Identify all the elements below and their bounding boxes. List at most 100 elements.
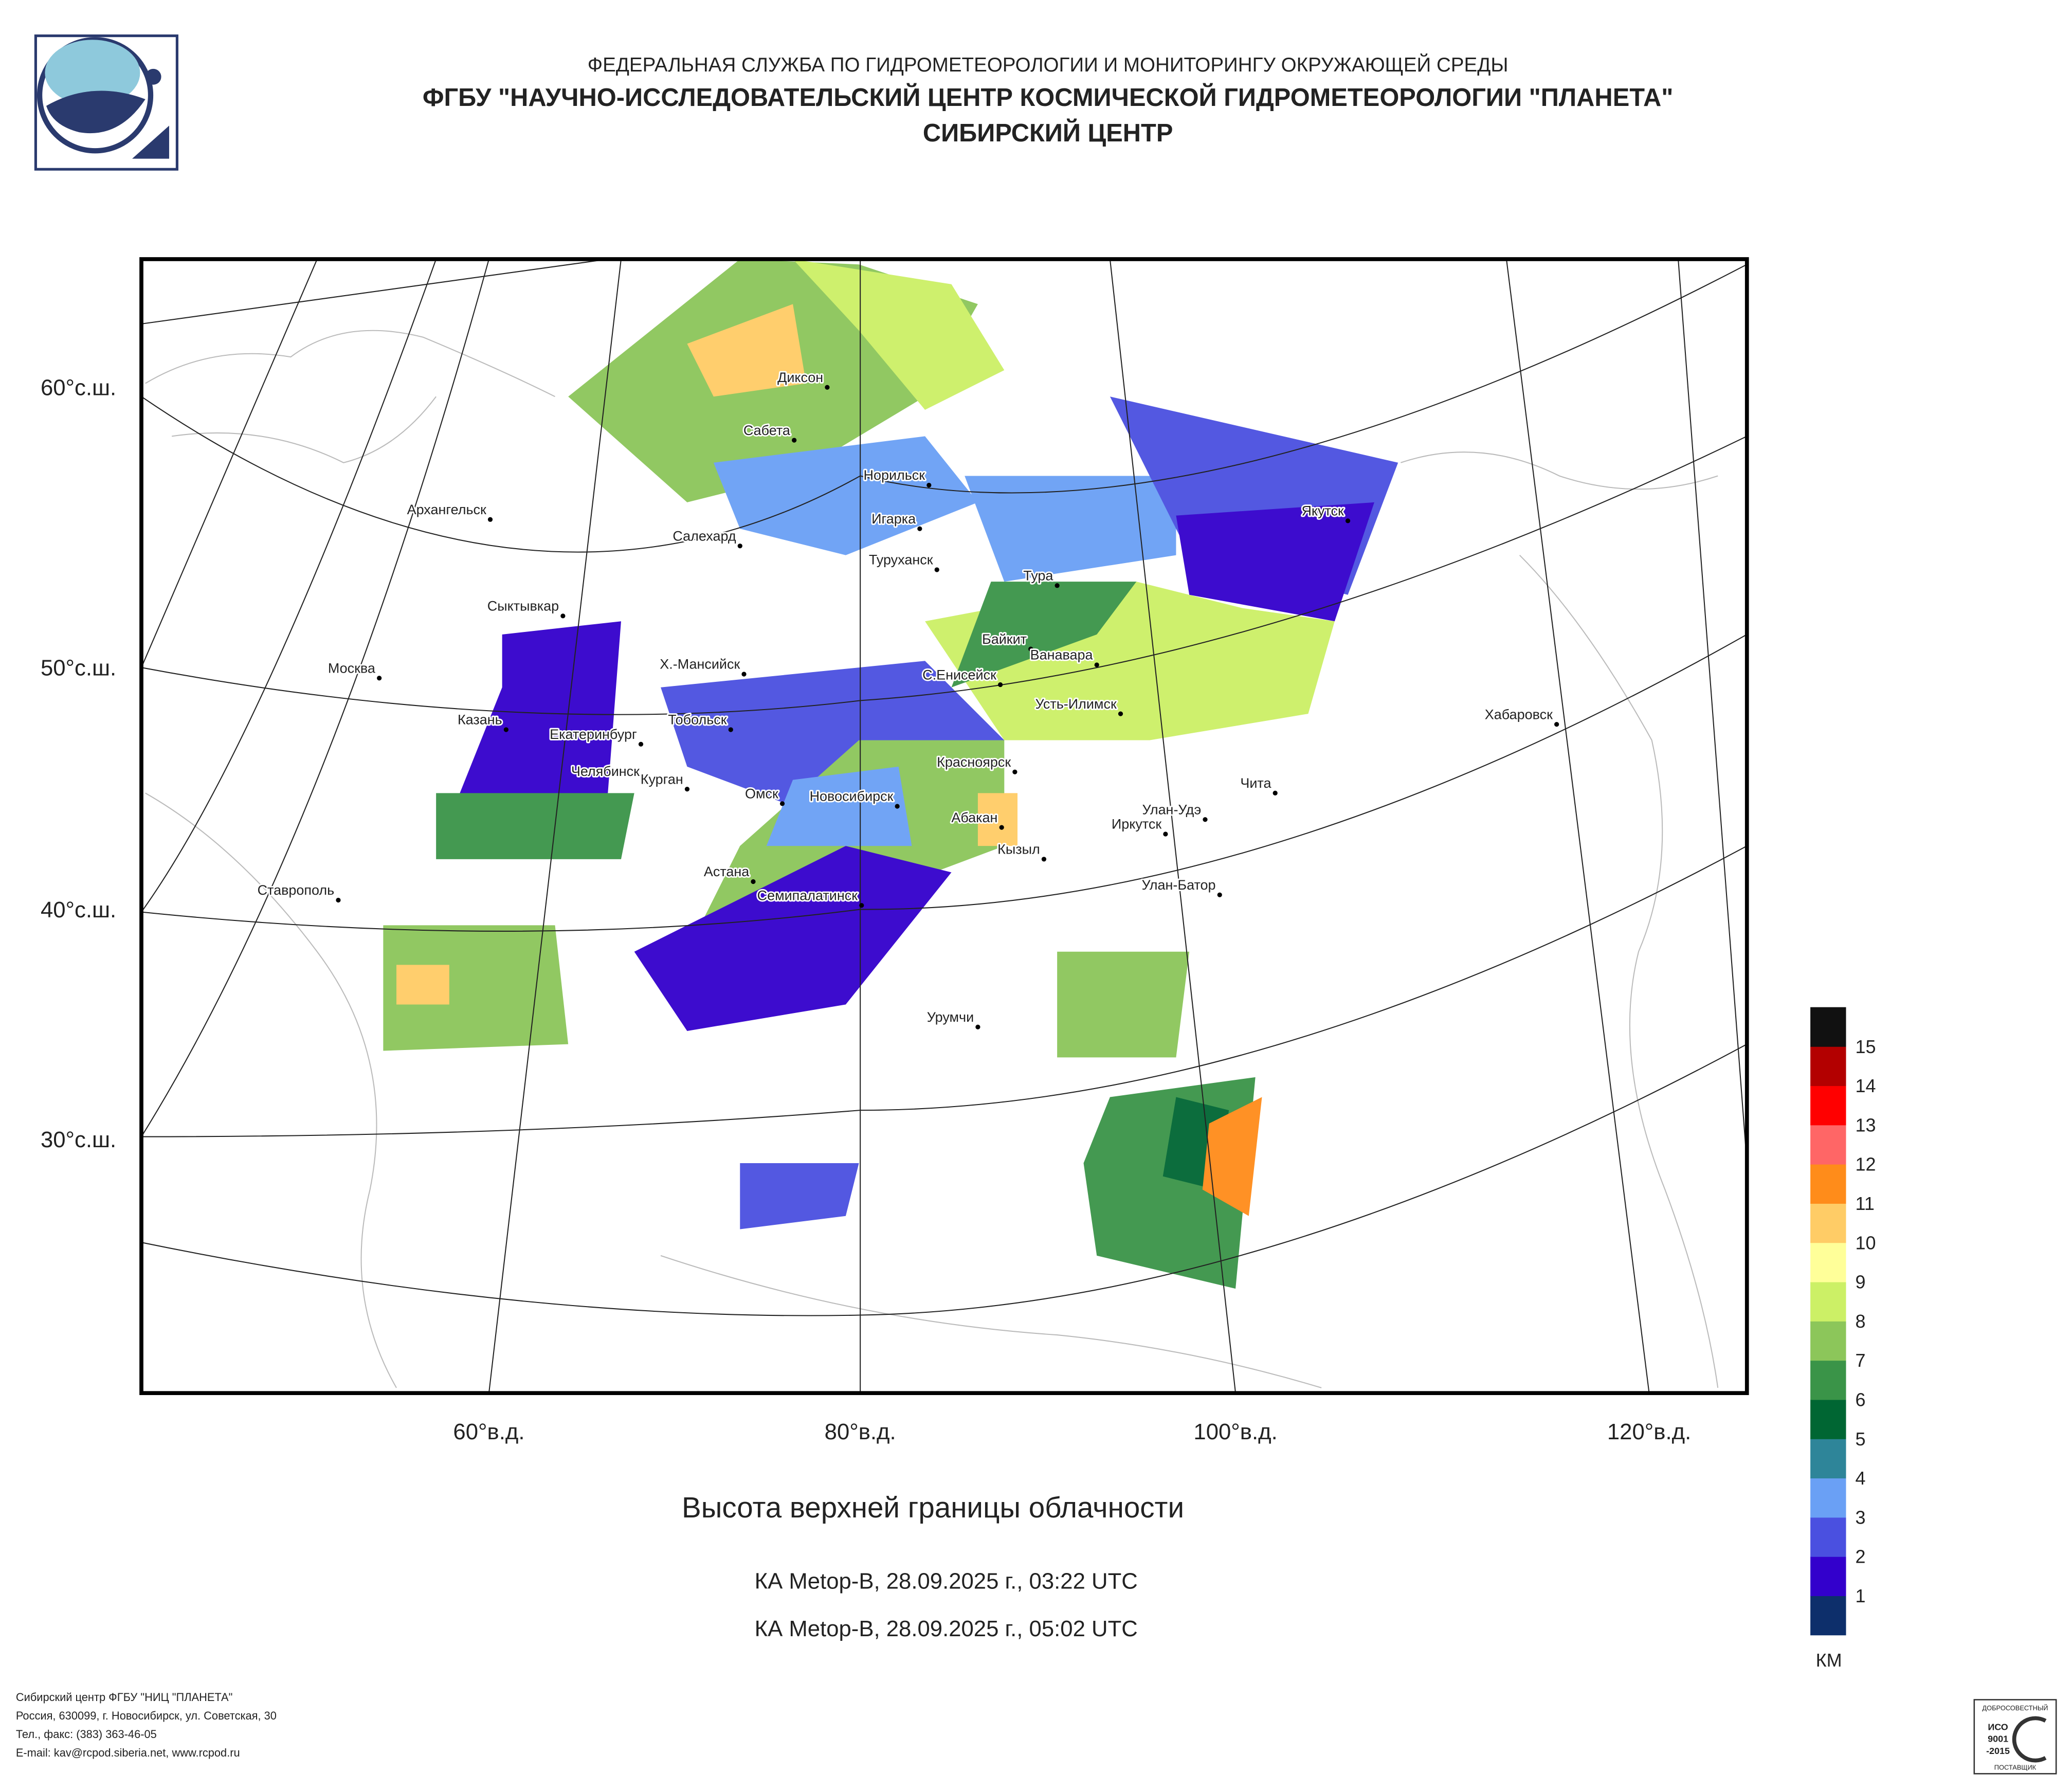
city-label: Семипалатинск bbox=[757, 888, 858, 903]
level-label: 2 bbox=[1855, 1546, 1865, 1567]
footer-line: Сибирский центр ФГБУ "НИЦ "ПЛАНЕТА" bbox=[16, 1691, 233, 1704]
map-frame bbox=[139, 257, 1749, 1396]
city-label: Диксон bbox=[777, 370, 823, 385]
lat-label: 40°с.ш. bbox=[41, 897, 116, 922]
city-label: Х.-Мансийск bbox=[660, 657, 740, 672]
lat-label: 30°с.ш. bbox=[41, 1127, 116, 1152]
city-label: Сыктывкар bbox=[487, 599, 559, 614]
footer: Сибирский центр ФГБУ "НИЦ "ПЛАНЕТА" Росс… bbox=[16, 1691, 277, 1759]
city-label: Якутск bbox=[1301, 503, 1344, 519]
color-swatch bbox=[1810, 1596, 1846, 1636]
color-swatch bbox=[1810, 1046, 1846, 1087]
city-label: Тура bbox=[1023, 568, 1053, 584]
city-dot bbox=[1041, 857, 1047, 862]
city-label: Абакан bbox=[951, 810, 997, 825]
cert-year: -2015 bbox=[1986, 1746, 2010, 1756]
city-dot bbox=[377, 676, 382, 681]
color-swatch bbox=[1810, 1086, 1846, 1126]
lon-label: 100°в.д. bbox=[1193, 1419, 1277, 1444]
graticule bbox=[141, 259, 1747, 1394]
city-dot bbox=[741, 672, 747, 677]
lon-label: 60°в.д. bbox=[453, 1419, 524, 1444]
color-swatch bbox=[1810, 1517, 1846, 1557]
city-dot bbox=[779, 801, 785, 806]
cloud-imagery bbox=[383, 259, 1398, 1289]
level-label: 7 bbox=[1855, 1350, 1865, 1371]
axis-labels: 60°с.ш. 50°с.ш. 40°с.ш. 30°с.ш. 60°в.д. 80°в.… bbox=[41, 375, 1691, 1444]
color-swatch bbox=[1810, 1321, 1846, 1361]
footer-line: Россия, 630099, г. Новосибирск, ул. Сове… bbox=[16, 1709, 277, 1722]
city-label: Ставрополь bbox=[258, 882, 335, 898]
level-label: 10 bbox=[1855, 1232, 1876, 1253]
city-dot bbox=[975, 1024, 980, 1029]
footer-line: E-mail: kav@rcpod.siberia.net, www.rcpod… bbox=[16, 1746, 240, 1759]
city-dot bbox=[917, 526, 922, 531]
certificate: ДОБРОСОВЕСТНЫЙ ИСО 9001 -2015 ПОСТАВЩИК bbox=[1973, 1699, 2057, 1775]
city-dot bbox=[1118, 711, 1123, 716]
color-swatch bbox=[1810, 1242, 1846, 1282]
city-label: Новосибирск bbox=[810, 789, 894, 804]
level-label: 13 bbox=[1855, 1114, 1876, 1135]
lon-label: 80°в.д. bbox=[825, 1419, 896, 1444]
city-dot bbox=[1345, 518, 1351, 523]
city-dot bbox=[1012, 769, 1017, 774]
city-dot bbox=[684, 786, 690, 792]
city-dot bbox=[792, 438, 797, 443]
color-swatch bbox=[1810, 1399, 1846, 1439]
city-label: Улан-Батор bbox=[1141, 877, 1215, 893]
city-label: Казань bbox=[458, 712, 502, 728]
city-dot bbox=[560, 613, 566, 619]
pass-info: КА Metop-B, 28.09.2025 г., 05:02 UTC bbox=[755, 1616, 1138, 1641]
city-label: Игарка bbox=[871, 511, 916, 527]
city-label: Усть-Илимск bbox=[1035, 696, 1117, 712]
city-dot bbox=[1163, 831, 1168, 837]
city-label: Байкит bbox=[982, 631, 1027, 647]
color-swatch bbox=[1810, 1125, 1846, 1165]
agency: ФЕДЕРАЛЬНАЯ СЛУЖБА ПО ГИДРОМЕТЕОРОЛОГИИ … bbox=[588, 53, 1508, 76]
color-swatch bbox=[1810, 1203, 1846, 1243]
city-dot bbox=[503, 727, 508, 732]
city-dot bbox=[751, 879, 756, 884]
city-dot bbox=[1554, 722, 1559, 727]
level-label: 1 bbox=[1855, 1585, 1865, 1606]
color-swatch bbox=[1810, 1360, 1846, 1400]
city-dot bbox=[999, 825, 1004, 830]
city-label: Красноярск bbox=[937, 754, 1011, 770]
center: СИБИРСКИЙ ЦЕНТР bbox=[923, 119, 1173, 147]
city-label: Сабета bbox=[743, 423, 790, 438]
level-label: 5 bbox=[1855, 1428, 1865, 1450]
city-dot bbox=[1055, 583, 1060, 588]
city-dot bbox=[487, 517, 493, 522]
city-label: Екатеринбург bbox=[550, 727, 637, 742]
level-label: 12 bbox=[1855, 1154, 1876, 1175]
color-swatch bbox=[1810, 1164, 1846, 1204]
cities: Диксон Сабета Норильск Игарка Салехард Туруха… bbox=[256, 368, 1559, 1029]
lat-label: 60°с.ш. bbox=[41, 375, 116, 401]
level-label: 14 bbox=[1855, 1075, 1876, 1096]
map-title: Высота верхней границы облачности bbox=[682, 1491, 1184, 1524]
lat-label: 50°с.ш. bbox=[41, 656, 116, 681]
city-label: Ванавара bbox=[1030, 647, 1093, 663]
city-dot bbox=[1203, 817, 1208, 822]
city-dot bbox=[895, 804, 900, 809]
city-label: Астана bbox=[704, 864, 749, 879]
city-label: Урумчи bbox=[927, 1009, 974, 1025]
cert-bottom: ПОСТАВЩИК bbox=[1994, 1764, 2037, 1771]
city-label: Чита bbox=[1240, 775, 1271, 791]
city-label: Тобольск bbox=[668, 712, 726, 728]
organization: ФГБУ "НАУЧНО-ИССЛЕДОВАТЕЛЬСКИЙ ЦЕНТР КОС… bbox=[423, 83, 1674, 112]
cert-top: ДОБРОСОВЕСТНЫЙ bbox=[1982, 1704, 2048, 1712]
city-label: С.Енисейск bbox=[922, 667, 996, 682]
city-label: Салехард bbox=[673, 528, 736, 544]
coastlines bbox=[145, 330, 1719, 1388]
city-label: Норильск bbox=[863, 467, 925, 483]
city-dot bbox=[825, 385, 830, 390]
city-label: Иркутск bbox=[1112, 817, 1162, 832]
city-label: Курган bbox=[641, 771, 683, 787]
color-swatch bbox=[1810, 1438, 1846, 1479]
logo bbox=[34, 34, 178, 171]
level-label: 6 bbox=[1855, 1389, 1865, 1410]
city-dot bbox=[997, 682, 1003, 688]
city-label: Туруханск bbox=[869, 552, 933, 568]
